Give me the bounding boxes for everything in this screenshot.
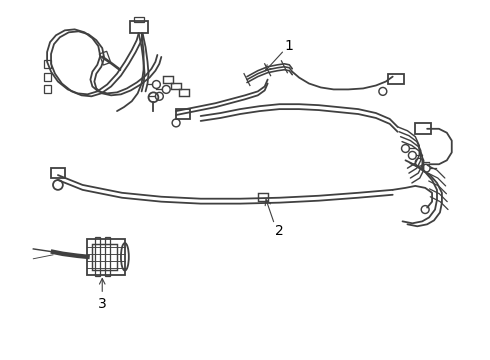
Bar (44, 73, 51, 81)
Bar (258, 193, 268, 201)
Bar (130, 21, 147, 33)
Bar (416, 123, 431, 134)
Bar (96, 237, 100, 276)
Text: 3: 3 (98, 297, 107, 311)
Text: 1: 1 (285, 39, 294, 53)
Bar (44, 85, 51, 93)
Bar (388, 74, 404, 85)
Bar (171, 82, 181, 89)
Bar (163, 76, 173, 82)
Bar (51, 168, 65, 178)
Bar (105, 237, 110, 276)
Bar (88, 239, 125, 275)
Text: 2: 2 (275, 224, 284, 238)
Bar (44, 60, 51, 68)
Bar (93, 244, 117, 270)
Bar (179, 89, 189, 96)
Bar (176, 109, 190, 119)
Bar (99, 51, 111, 65)
Bar (134, 17, 144, 22)
